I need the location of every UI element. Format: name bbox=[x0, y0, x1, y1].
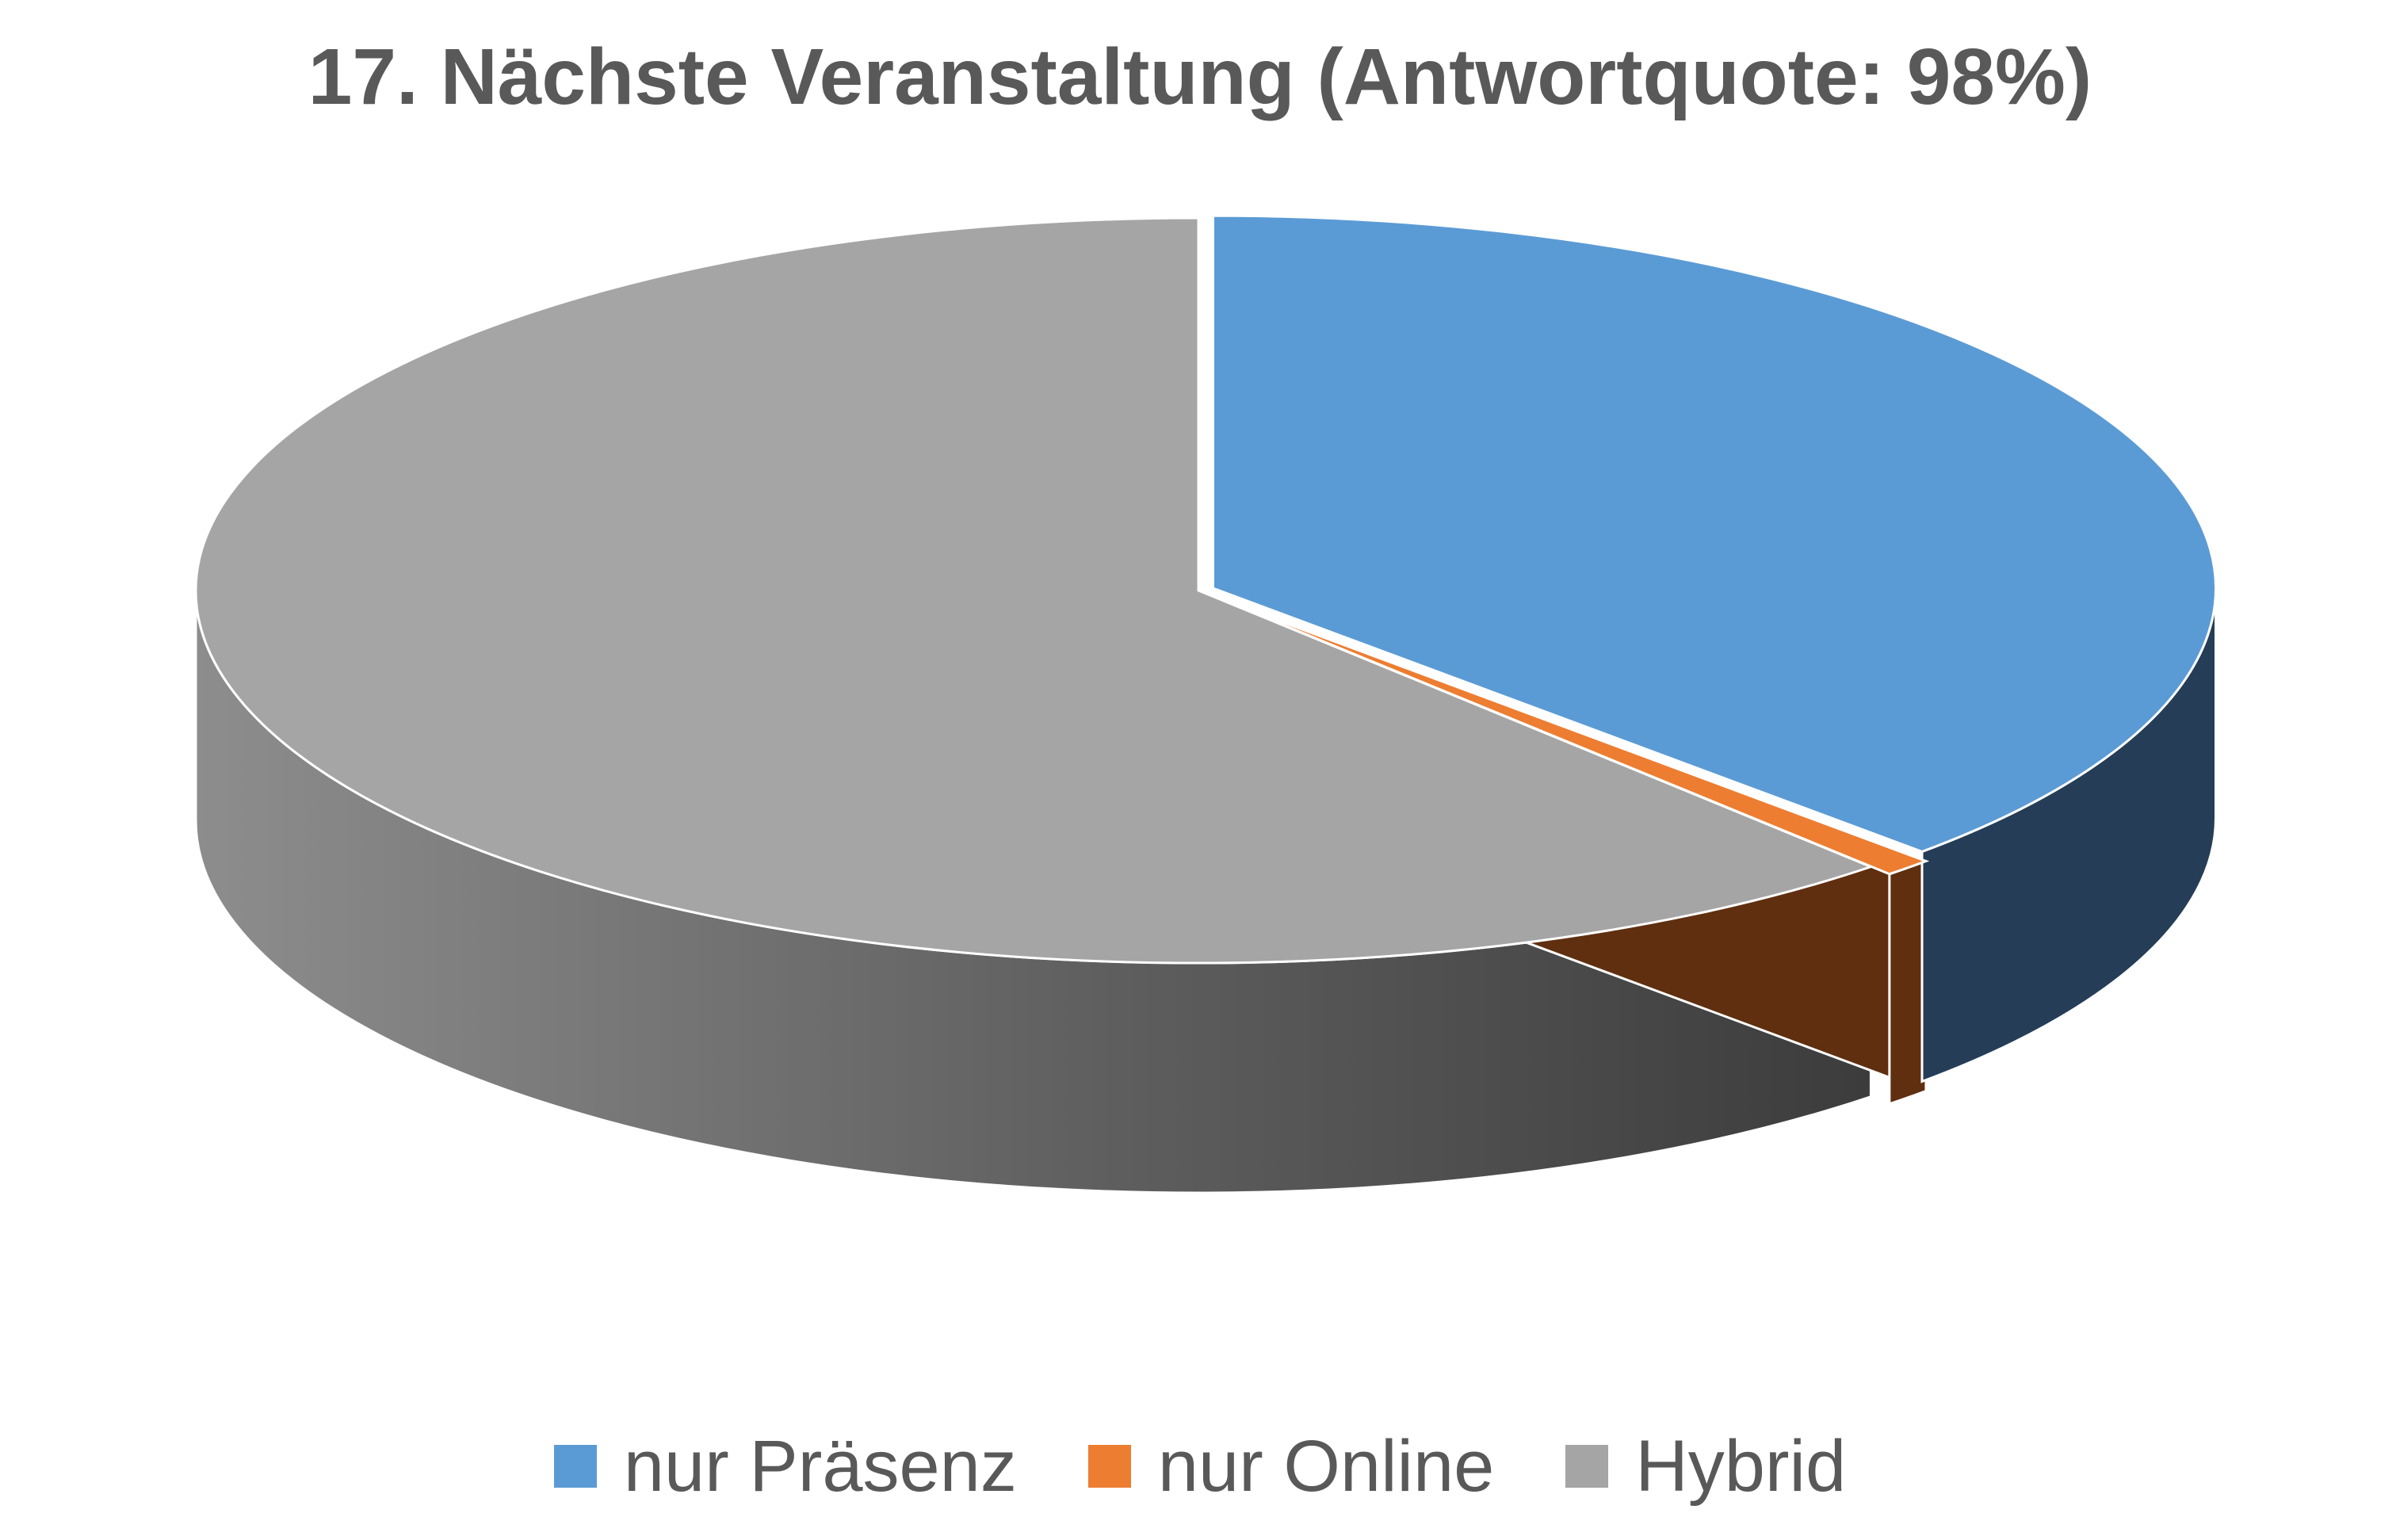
legend-entry: Hybrid bbox=[1565, 1419, 1846, 1514]
pie-side-nur-online bbox=[1888, 859, 1928, 1106]
pie-slice-nur-praesenz bbox=[1211, 214, 2217, 854]
pie-slice-hybrid bbox=[194, 216, 1875, 965]
legend-swatch-hybrid bbox=[1565, 1445, 1609, 1488]
legend-label: nur Präsenz bbox=[623, 1426, 1017, 1507]
legend-label: nur Online bbox=[1157, 1426, 1495, 1507]
legend-entry: nur Präsenz bbox=[553, 1419, 1017, 1514]
chart-legend: nur Präsenz nur Online Hybrid bbox=[0, 1419, 2400, 1514]
legend-label: Hybrid bbox=[1635, 1426, 1847, 1507]
legend-swatch-nur-praesenz bbox=[553, 1445, 597, 1488]
legend-swatch-nur-online bbox=[1087, 1445, 1131, 1488]
legend-entry: nur Online bbox=[1087, 1419, 1495, 1514]
chart-title: 17. Nächste Veranstaltung (Antwortquote:… bbox=[308, 32, 2092, 121]
pie-slice-nur-online bbox=[1216, 596, 1930, 876]
